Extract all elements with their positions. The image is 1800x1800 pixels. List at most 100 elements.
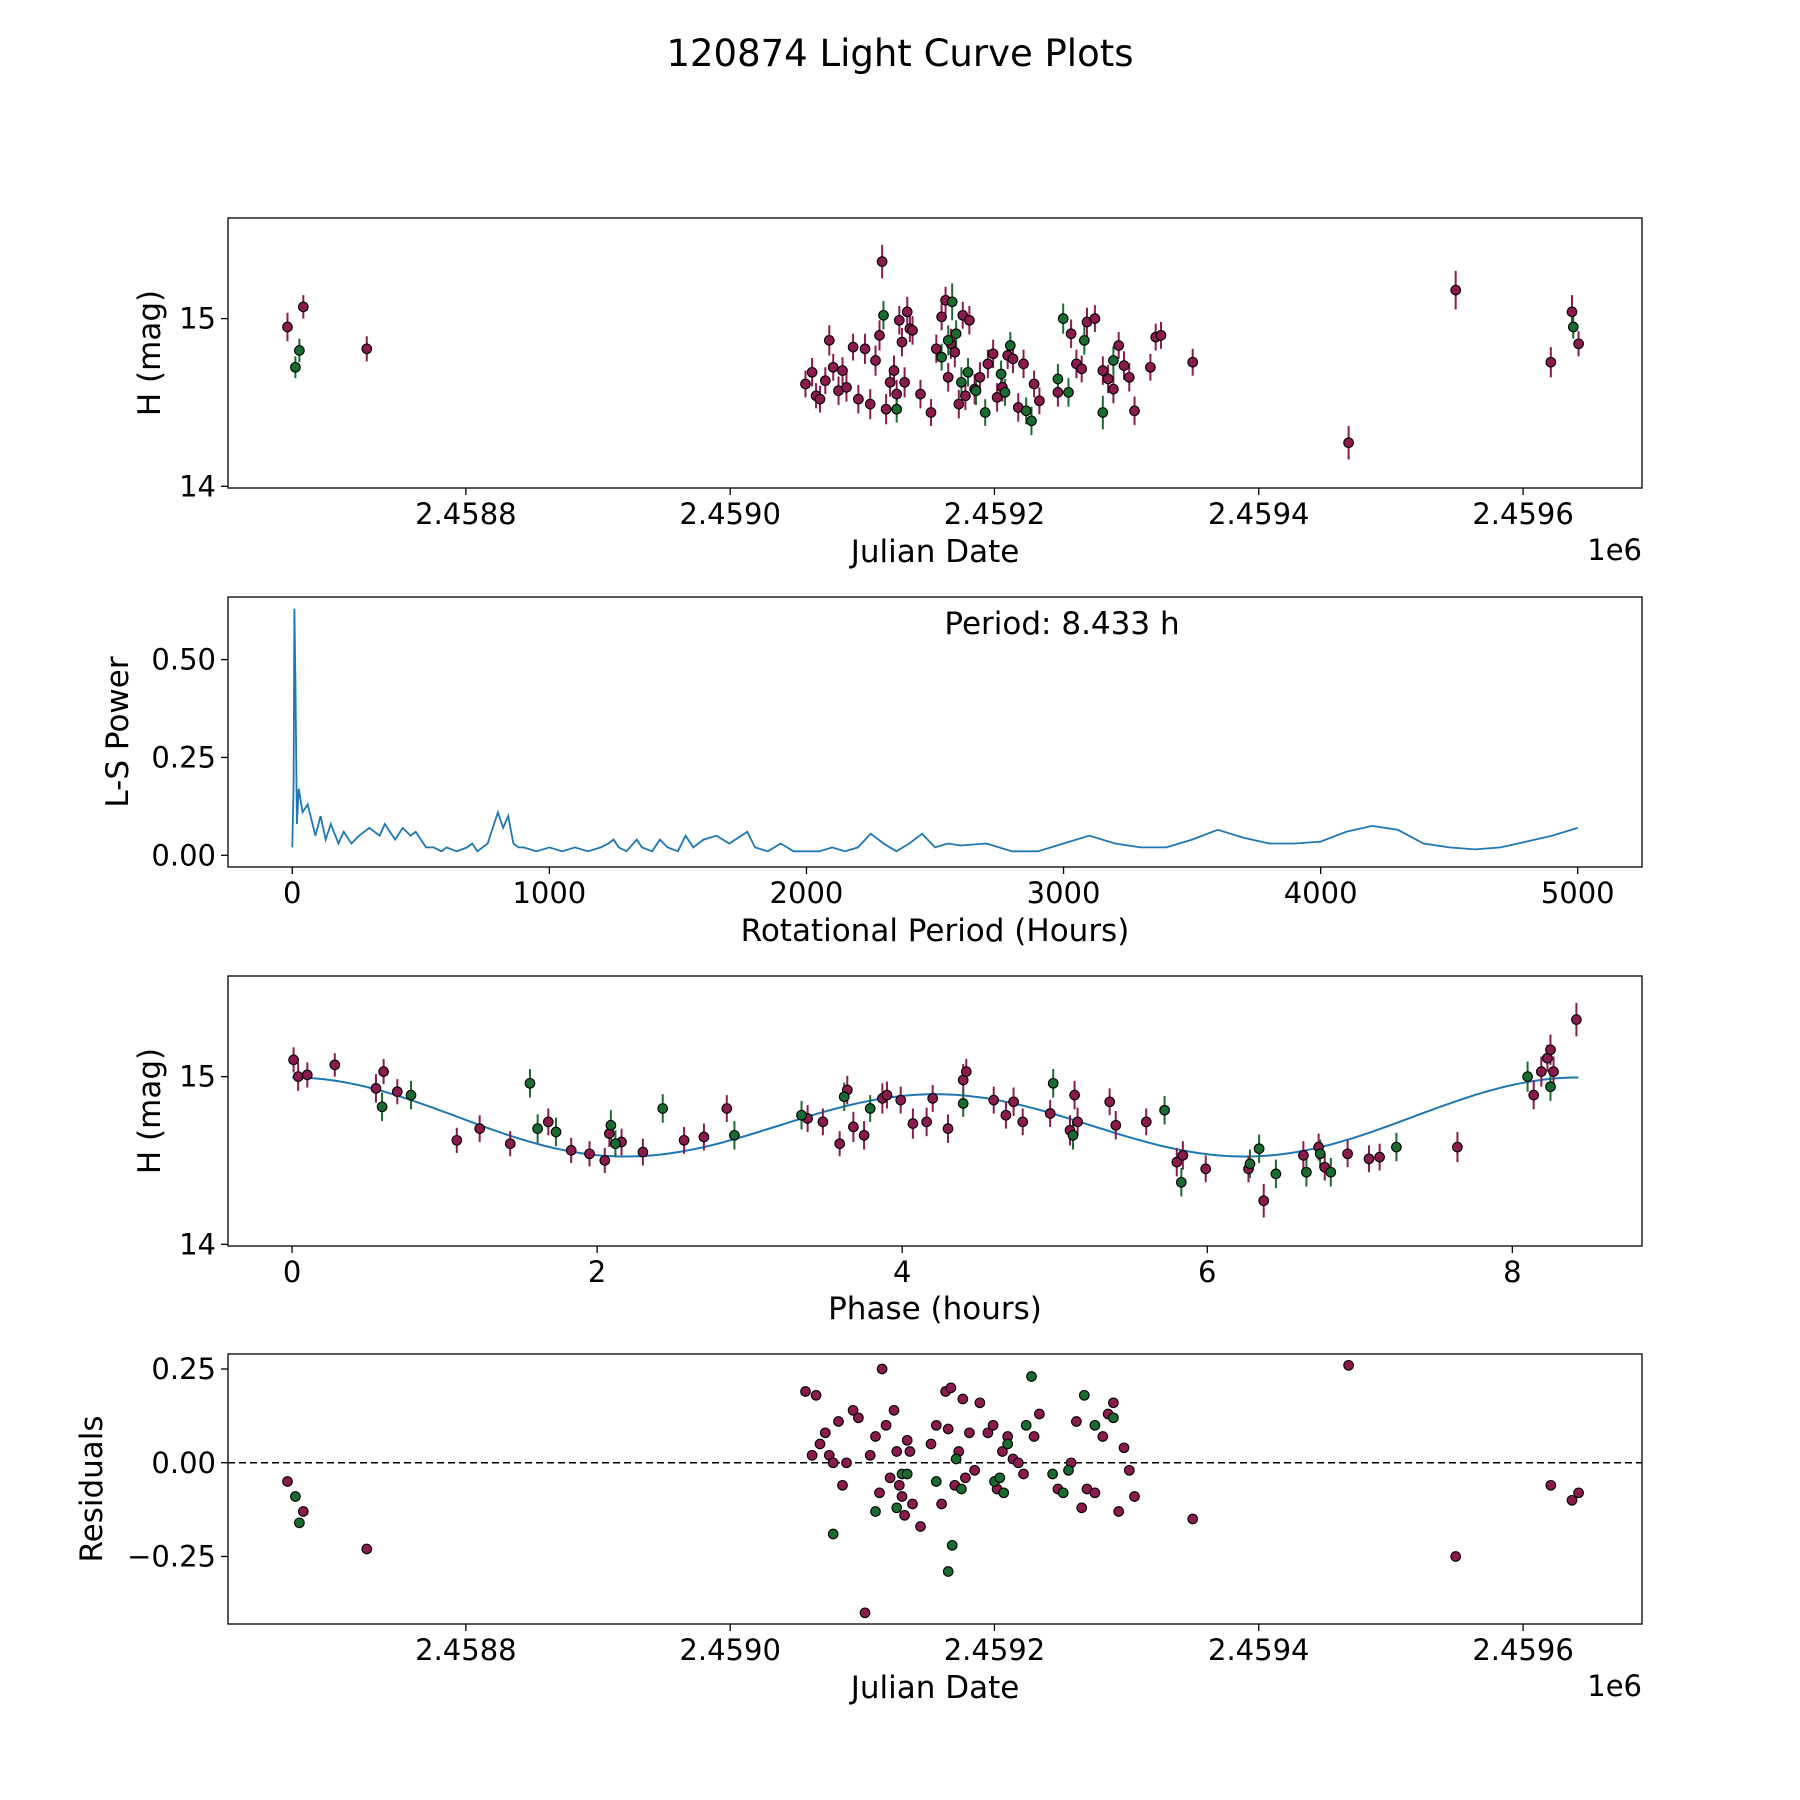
phase-folded-point-magenta [565, 1145, 577, 1156]
residuals-point-green [1063, 1464, 1074, 1476]
phase-folded-point-magenta [329, 1059, 341, 1071]
light-curve-point-magenta [819, 375, 831, 387]
light-curve-frame [227, 217, 1643, 489]
light-curve-point-green [878, 309, 889, 321]
residuals-point-magenta [282, 1476, 293, 1487]
residuals-point-magenta [1097, 1431, 1109, 1442]
light-curve-point-green [1063, 387, 1074, 398]
light-curve-point-green [970, 385, 982, 397]
phase-folded-point-green [864, 1103, 876, 1114]
light-curve-point-magenta [964, 314, 975, 326]
residuals-point-green [950, 1453, 962, 1465]
residuals-point-magenta [957, 1393, 969, 1405]
light-curve-point-green [1097, 407, 1109, 418]
light-curve-point-magenta [1102, 373, 1114, 385]
light-curve-point-magenta [960, 390, 971, 402]
light-curve-point-magenta [880, 403, 892, 415]
phase-folded-point-green [405, 1089, 417, 1101]
light-curve-xtick-label: 2.4596 [1472, 497, 1573, 531]
light-curve-point-magenta [925, 407, 937, 418]
phase-folded-point-magenta [1110, 1119, 1122, 1131]
residuals-ticks: 2.4588 2.4590 2.4592 2.4594 2.4596 −0.25 0.00 0… [127, 1352, 1574, 1667]
light-curve-point-magenta [827, 361, 839, 373]
phase-folded-point-magenta [721, 1103, 733, 1114]
residuals-point-magenta [800, 1386, 811, 1397]
residuals-point-green [1078, 1389, 1090, 1401]
phase-folded-point-magenta [378, 1066, 389, 1077]
light-curve-point-green [979, 407, 991, 418]
phase-folded-plot-area [288, 1002, 1582, 1218]
light-curve-ytick-label: 15 [179, 302, 216, 336]
residuals-point-green [1089, 1419, 1101, 1431]
panel-periodogram: 0 1000 2000 3000 4000 5000 0.00 0.25 0.50 Period… [100, 596, 1643, 949]
light-curve-point-green [950, 328, 962, 340]
phase-folded-point-magenta [1140, 1116, 1152, 1128]
light-curve-point-magenta [1187, 356, 1199, 368]
phase-folded-point-magenta [1171, 1156, 1183, 1168]
light-curve-point-green [1004, 340, 1016, 351]
phase-folded-point-green [1244, 1158, 1256, 1170]
light-curve-xlabel: Julian Date [849, 534, 1020, 570]
light-curve-point-magenta [1450, 284, 1462, 296]
residuals-point-green [901, 1468, 913, 1480]
residuals-point-magenta [1566, 1494, 1578, 1506]
light-curve-point-magenta [806, 366, 818, 378]
light-curve-point-magenta [891, 388, 903, 400]
residuals-point-green [942, 1566, 954, 1577]
phase-folded-point-magenta [942, 1123, 954, 1134]
residuals-point-magenta [847, 1404, 859, 1416]
phase-folded-point-magenta [1258, 1195, 1270, 1207]
phase-folded-point-green [1325, 1166, 1337, 1178]
phase-folded-point-magenta [1008, 1096, 1019, 1108]
residuals-frame [227, 1353, 1643, 1625]
residuals-point-green [1002, 1438, 1014, 1450]
phase-folded-point-magenta [1177, 1150, 1189, 1161]
period-annotation: Period: 8.433 h [944, 606, 1179, 642]
periodogram-ticks: 0 1000 2000 3000 4000 5000 0.00 0.25 0.50 [151, 643, 1614, 910]
phase-folded-point-green [1253, 1143, 1265, 1155]
light-curve-point-magenta [915, 388, 926, 400]
phase-folded-point-magenta [895, 1094, 907, 1106]
phase-folded-point-magenta [584, 1148, 595, 1160]
periodogram-xtick-label: 0 [283, 876, 301, 910]
phase-folded-point-green [610, 1138, 621, 1150]
residuals-point-magenta [1187, 1513, 1199, 1525]
light-curve-point-magenta [1076, 363, 1088, 375]
phase-folded-point-green [1301, 1166, 1312, 1178]
light-curve-xtick-label: 2.4588 [415, 497, 516, 531]
residuals-point-magenta [1343, 1359, 1354, 1371]
residuals-point-magenta [361, 1543, 373, 1555]
light-curve-point-magenta [1129, 405, 1140, 417]
light-curve-point-magenta [282, 321, 293, 333]
light-curve-point-magenta [899, 376, 910, 388]
light-curve-point-magenta [1113, 340, 1125, 351]
periodogram-power-line [291, 608, 1578, 853]
light-curve-point-magenta [361, 343, 373, 355]
light-curve-point-magenta [859, 343, 871, 355]
residuals-point-magenta [982, 1427, 994, 1439]
periodogram-xtick-label: 1000 [512, 876, 586, 910]
light-curve-point-magenta [874, 330, 885, 341]
residuals-point-magenta [864, 1449, 876, 1461]
residuals-point-magenta [904, 1446, 916, 1457]
light-curve-point-magenta [1118, 360, 1130, 371]
periodogram-frame [227, 596, 1643, 868]
light-curve-point-magenta [1097, 365, 1109, 376]
light-curve-point-green [1567, 321, 1579, 333]
light-curve-point-green [1020, 405, 1032, 417]
residuals-point-green [930, 1476, 942, 1487]
periodogram-xtick-label: 5000 [1541, 876, 1615, 910]
residuals-point-magenta [1071, 1416, 1082, 1427]
light-curve-point-magenta [1007, 353, 1019, 365]
phase-folded-point-magenta [988, 1094, 1000, 1106]
light-curve-point-magenta [1028, 378, 1040, 390]
residuals-offset-label: 1e6 [1587, 1669, 1642, 1703]
residuals-point-green [946, 1539, 958, 1551]
residuals-point-magenta [945, 1382, 957, 1394]
residuals-point-magenta [806, 1449, 818, 1461]
light-curve-point-magenta [1573, 338, 1584, 350]
phase-folded-point-magenta [474, 1123, 486, 1134]
phase-folded-xtick-label: 4 [893, 1255, 911, 1289]
residuals-point-magenta [1018, 1468, 1029, 1480]
